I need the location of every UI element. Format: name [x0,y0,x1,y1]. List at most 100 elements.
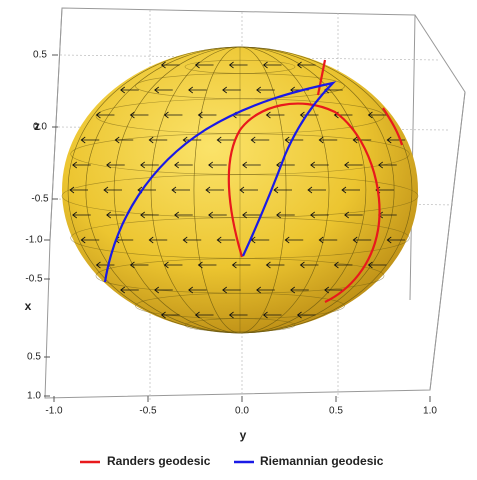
arrow [262,311,282,319]
arrow [352,136,372,144]
arrow [228,311,248,319]
vector-field [69,61,406,319]
arrow [154,286,173,294]
arrow [163,261,183,269]
arrow [284,236,304,244]
arrow [216,236,236,244]
z-tick-label: 0.5 [33,50,47,61]
arrow [182,236,202,244]
arrow [324,286,343,294]
arrow [262,61,282,69]
arrow [208,161,227,169]
arrow [194,61,214,69]
arrow [106,161,125,169]
arrow [273,186,292,194]
legend: Randers geodesic Riemannian geodesic [80,454,384,468]
riemannian-geodesic [103,81,337,283]
arrow [318,136,338,144]
x-tick-label: -0.5 [25,274,43,285]
arrow [154,86,173,94]
parallel [184,59,296,74]
arrow [188,286,207,294]
randers-geodesic [227,102,381,303]
arrow [344,211,363,219]
arrow [333,261,353,269]
arrow [367,261,387,269]
arrow [265,111,285,119]
arrow [367,111,387,119]
arrow [205,186,224,194]
arrow [140,161,159,169]
arrow [160,311,180,319]
arrow [80,236,100,244]
arrow [95,261,115,269]
arrow [242,211,261,219]
arrow [72,161,91,169]
arrow [378,161,397,169]
arrow [69,186,88,194]
arrow [310,211,329,219]
arrow [242,161,261,169]
arrow [386,136,406,144]
arrow [307,186,326,194]
arrow [386,236,406,244]
arrow [140,211,159,219]
arrow [256,86,275,94]
arrow [299,111,319,119]
arrow [171,186,190,194]
arrow [310,161,329,169]
arrow [72,211,91,219]
arrow [194,311,214,319]
arrow [276,211,295,219]
arrow [80,136,100,144]
y-axis-label: y [240,428,247,442]
arrow [296,311,316,319]
arrow [265,261,285,269]
parallel [70,217,410,259]
arrow [163,111,183,119]
arrow [197,261,217,269]
arrow [296,61,316,69]
x-axis-label: x [25,299,32,313]
arrow [129,261,149,269]
legend-label: Randers geodesic [107,454,211,468]
x-tick-label: -1.0 [25,235,43,246]
arrow [239,186,258,194]
arrow [318,236,338,244]
arrow [216,136,236,144]
arrow [188,86,207,94]
arrow [148,136,168,144]
arrow [222,286,241,294]
arrow [344,161,363,169]
z-axis-label: z [34,119,40,133]
y-tick-label: -1.0 [45,406,63,417]
arrow [299,261,319,269]
arrow [341,186,360,194]
arrow [174,211,193,219]
arrow [231,261,251,269]
meridian [67,46,413,334]
arrow [222,86,241,94]
arrow [103,186,122,194]
y-tick-label: 1.0 [423,406,437,417]
z-tick-label: -0.5 [31,194,49,205]
y-tick-label: 0.0 [235,406,249,417]
arrow [290,286,309,294]
z-tick-label: 0.0 [33,122,47,133]
x-tick-label: 0.5 [27,352,41,363]
arrow [208,211,227,219]
arrow [106,211,125,219]
arrow [284,136,304,144]
randers-geodesic-part [316,59,404,146]
y-tick-label: -0.5 [139,406,157,417]
arrow [95,111,115,119]
arrow [250,136,270,144]
arrow [129,111,149,119]
arrow [228,61,248,69]
parallel [61,174,419,218]
arrow [160,61,180,69]
x-tick-label: 1.0 [27,391,41,402]
legend-label: Riemannian geodesic [260,454,384,468]
arrow [256,286,275,294]
